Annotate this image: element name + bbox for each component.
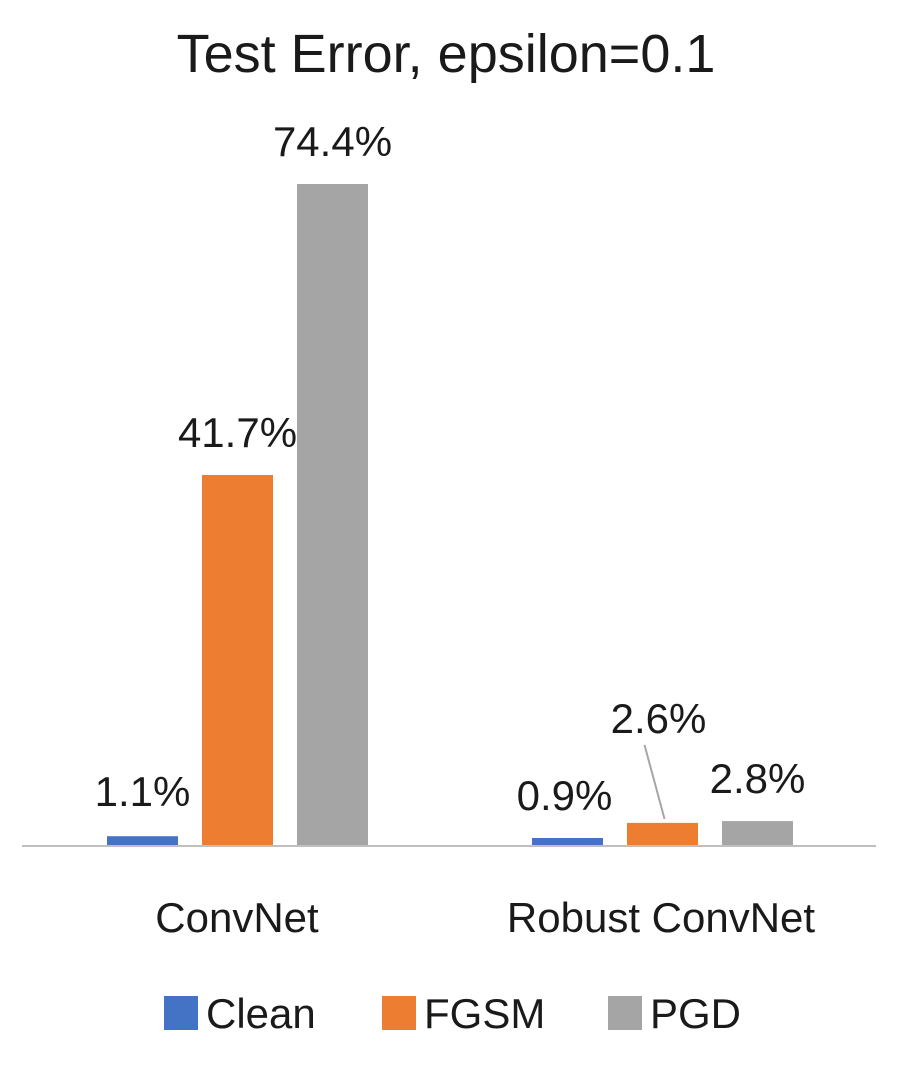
legend-swatch-fgsm [382,996,416,1030]
legend: Clean FGSM PGD [164,990,741,1037]
data-label-clean-robust-convnet: 0.9% [517,772,613,819]
bar-clean-convnet [107,836,178,846]
category-label-robust-convnet: Robust ConvNet [507,894,815,941]
bar-fgsm-robust-convnet [627,822,698,846]
data-label-clean-convnet: 1.1% [95,768,191,815]
legend-label-fgsm: FGSM [424,990,545,1037]
legend-swatch-clean [164,996,198,1030]
data-label-pgd-convnet: 74.4% [273,118,392,165]
bar-pgd-convnet [297,184,368,846]
data-labels: 1.1% 41.7% 74.4% 0.9% 2.6%2.8% [95,118,806,820]
bars [107,184,793,846]
data-label-fgsm-robust-convnet: 2.6% [611,695,707,742]
legend-swatch-pgd [608,996,642,1030]
category-label-convnet: ConvNet [155,894,319,941]
legend-label-pgd: PGD [650,990,741,1037]
bar-clean-robust-convnet [532,837,603,846]
leader-line-fgsm-robust-convnet [643,744,666,820]
category-axis-labels: ConvNet Robust ConvNet [155,894,815,941]
bar-pgd-robust-convnet [722,821,793,846]
bar-fgsm-convnet [202,474,273,846]
legend-label-clean: Clean [206,990,316,1037]
data-label-fgsm-convnet: 41.7% [178,409,297,456]
chart-title: Test Error, epsilon=0.1 [177,24,716,84]
data-label-pgd-robust-convnet: 2.8% [710,755,806,802]
